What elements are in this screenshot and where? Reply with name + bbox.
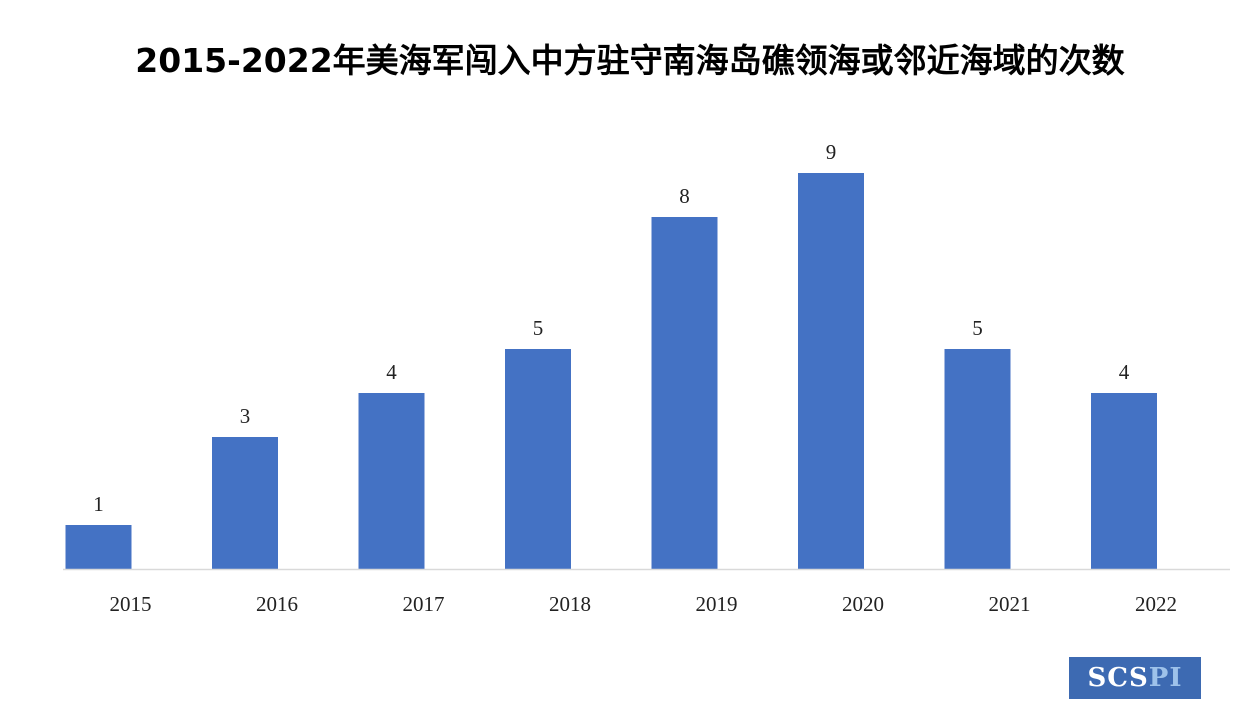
x-tick-label-2019: 2019 <box>696 592 738 616</box>
bar-2016 <box>212 437 278 569</box>
bar-2017 <box>358 393 425 569</box>
bar-2015 <box>65 525 132 569</box>
logo-text-accent: PI <box>1148 663 1183 693</box>
x-tick-label-2018: 2018 <box>549 592 591 616</box>
x-tick-label-2015: 2015 <box>110 592 152 616</box>
x-tick-label-2021: 2021 <box>989 592 1031 616</box>
logo-text-main: SCS <box>1087 663 1149 693</box>
data-labels-group: 1 3 4 5 8 9 5 4 <box>93 140 1130 516</box>
bar-2018 <box>505 349 571 569</box>
data-label-2018: 5 <box>533 316 544 340</box>
x-tick-label-2020: 2020 <box>842 592 884 616</box>
data-label-2015: 1 <box>93 492 104 516</box>
x-tick-label-2017: 2017 <box>403 592 445 616</box>
data-label-2016: 3 <box>240 404 251 428</box>
bar-2020 <box>798 173 864 569</box>
x-tick-label-2016: 2016 <box>256 592 298 616</box>
data-label-2019: 8 <box>679 184 690 208</box>
data-label-2021: 5 <box>972 316 983 340</box>
data-label-2022: 4 <box>1119 360 1130 384</box>
bars-group <box>65 173 1157 569</box>
bar-2022 <box>1091 393 1157 569</box>
data-label-2017: 4 <box>386 360 397 384</box>
bar-2019 <box>651 217 718 569</box>
chart-title: 2015-2022年美海军闯入中方驻守南海岛礁领海或邻近海域的次数 <box>135 41 1125 80</box>
scspi-logo: SCS PI <box>1069 657 1201 699</box>
bar-2021 <box>944 349 1011 569</box>
x-tick-labels-group: 2015 2016 2017 2018 2019 2020 2021 2022 <box>110 592 1178 616</box>
data-label-2020: 9 <box>826 140 837 164</box>
x-tick-label-2022: 2022 <box>1135 592 1177 616</box>
